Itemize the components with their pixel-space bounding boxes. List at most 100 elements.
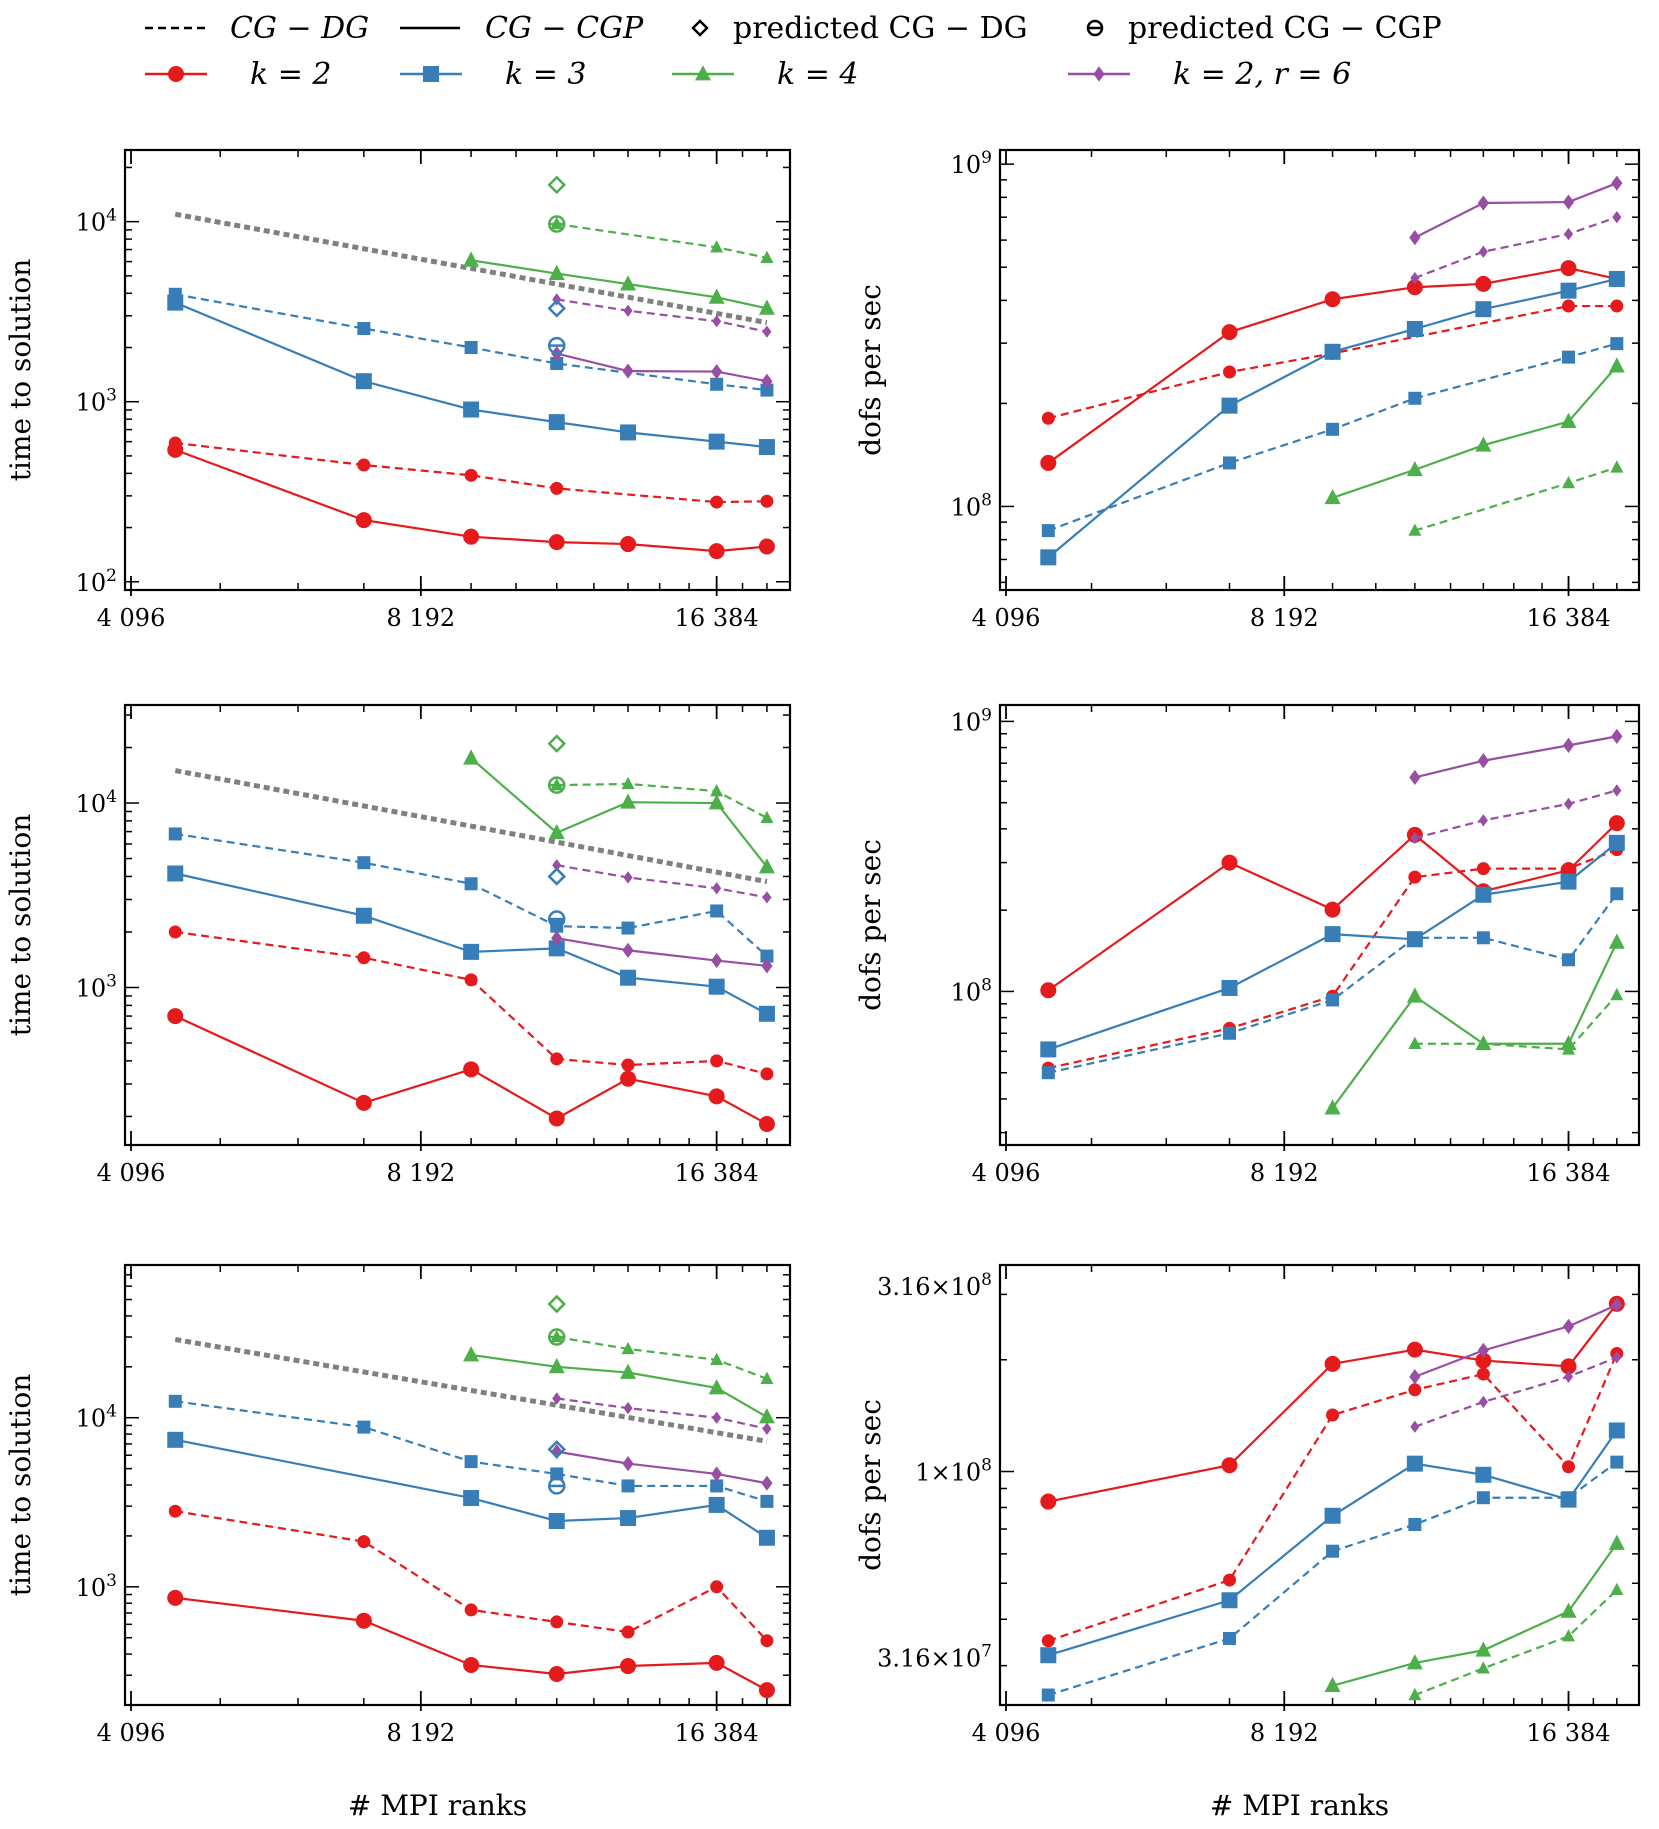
data-point-square [168,287,182,301]
data-point-diamond [623,871,633,884]
data-point-diamond [552,859,562,872]
data-point-square [1608,1422,1625,1439]
data-point-square [167,865,184,882]
data-point-diamond [1612,211,1622,224]
data-point-square [1475,1466,1492,1483]
data-point-square [708,1496,725,1513]
data-point-square [1475,301,1492,318]
data-point-circle [355,512,372,529]
data-point-circle [708,1088,725,1105]
data-point-circle [1610,299,1624,313]
series-line-circle-dashed [175,1510,768,1642]
data-point-triangle [1560,412,1577,428]
data-point-circle [355,1612,372,1629]
data-point-square [710,904,724,918]
data-point-diamond [1409,1369,1421,1385]
data-point-triangle [1608,933,1625,949]
data-point-triangle [620,275,637,291]
series-line-triangle-solid [1331,941,1618,1109]
y-tick-label: 102 [76,566,117,597]
data-point-circle [760,1067,774,1081]
legend-label: predicted CG − CGP [1128,11,1442,46]
data-point-square [1562,350,1576,364]
series-line-diamond-dashed [1414,1356,1618,1428]
data-point-circle [1562,1460,1576,1474]
predicted-point-diamond-open [547,299,567,318]
data-point-circle [1476,1367,1490,1381]
y-axis-label: dofs per sec [854,839,887,1011]
data-point-triangle [1475,436,1492,452]
data-point-diamond [711,1466,723,1482]
series-line-diamond-solid [1414,1303,1618,1378]
chart-r2-time: 4 096 8 192 16 384 103 104 time to solution [4,703,792,1187]
data-point-square [620,1510,637,1527]
y-axis-label: dofs per sec [854,1399,887,1571]
data-point-circle [550,1615,564,1629]
data-point-square [464,877,478,891]
x-tick-label: 8 192 [1250,604,1319,632]
data-point-square [167,1431,184,1448]
data-point-diamond [1477,195,1489,211]
x-tick-label: 16 384 [1527,1719,1611,1747]
data-point-diamond [1563,797,1574,811]
data-point-square [758,1529,775,1546]
data-point-circle [1560,1358,1577,1375]
data-point-square [548,1512,565,1529]
data-point-triangle [760,810,774,824]
data-point-triangle [463,251,480,267]
data-point-diamond [1562,1318,1575,1334]
data-point-square [1560,873,1577,890]
data-point-square [1562,953,1576,967]
data-point-circle [1475,1352,1492,1369]
data-point-diamond [762,1422,772,1435]
data-point-circle [550,1052,564,1066]
data-point-circle [710,1580,724,1594]
series-line-triangle-dashed [556,782,768,819]
data-point-triangle [1562,1042,1576,1055]
data-point-circle [708,1654,725,1671]
data-point-square [621,1479,635,1493]
data-point-circle [1223,365,1237,379]
data-point-square [1324,926,1341,943]
data-point-diamond [1409,769,1421,786]
data-point-circle [1223,1573,1237,1587]
data-point-circle [1562,299,1576,313]
data-point-square [1406,320,1423,337]
data-point-square [1326,1544,1340,1558]
y-tick-label: 104 [76,1402,117,1433]
data-point-diamond [712,882,722,895]
data-point-square [1221,397,1238,414]
predicted-point-circle-open [547,215,566,233]
predicted-point-circle-open [547,1477,566,1495]
data-point-triangle [710,783,724,797]
data-point-diamond [622,1456,634,1472]
data-point-triangle [760,250,774,263]
data-point-circle [463,1061,480,1078]
data-point-circle [463,528,480,545]
plot-frame [123,148,792,592]
data-point-square [357,322,371,336]
y-axis-label: time to solution [4,814,37,1037]
data-point-circle [548,1666,565,1683]
chart-r2-dofs: 4 096 8 192 16 384 108 109 dofs per sec [854,703,1641,1187]
data-point-circle [1221,324,1238,341]
x-tick-label: 16 384 [675,604,759,632]
data-point-circle [1326,1408,1340,1422]
data-point-triangle [1562,1629,1576,1642]
data-point-square [1475,886,1492,903]
data-point-diamond [1563,1370,1574,1383]
data-point-circle [355,1094,372,1111]
plot-frame [998,148,1641,592]
data-point-triangle [463,749,480,765]
legend-series-label: k = 2 [250,57,331,92]
chart-r3-dofs: 4 096 8 192 16 384 3.16×107 1×108 3.16×108 dof… [854,1263,1641,1822]
y-tick-label: 104 [76,206,117,237]
data-point-diamond [552,1392,562,1405]
data-point-square [710,377,724,391]
data-point-circle [548,534,565,551]
series-line-square-dashed [1047,1461,1618,1697]
series-line-diamond-solid [1414,182,1618,239]
y-tick-label: 103 [76,386,117,417]
data-point-square [760,1494,774,1508]
data-point-circle [1476,862,1490,876]
